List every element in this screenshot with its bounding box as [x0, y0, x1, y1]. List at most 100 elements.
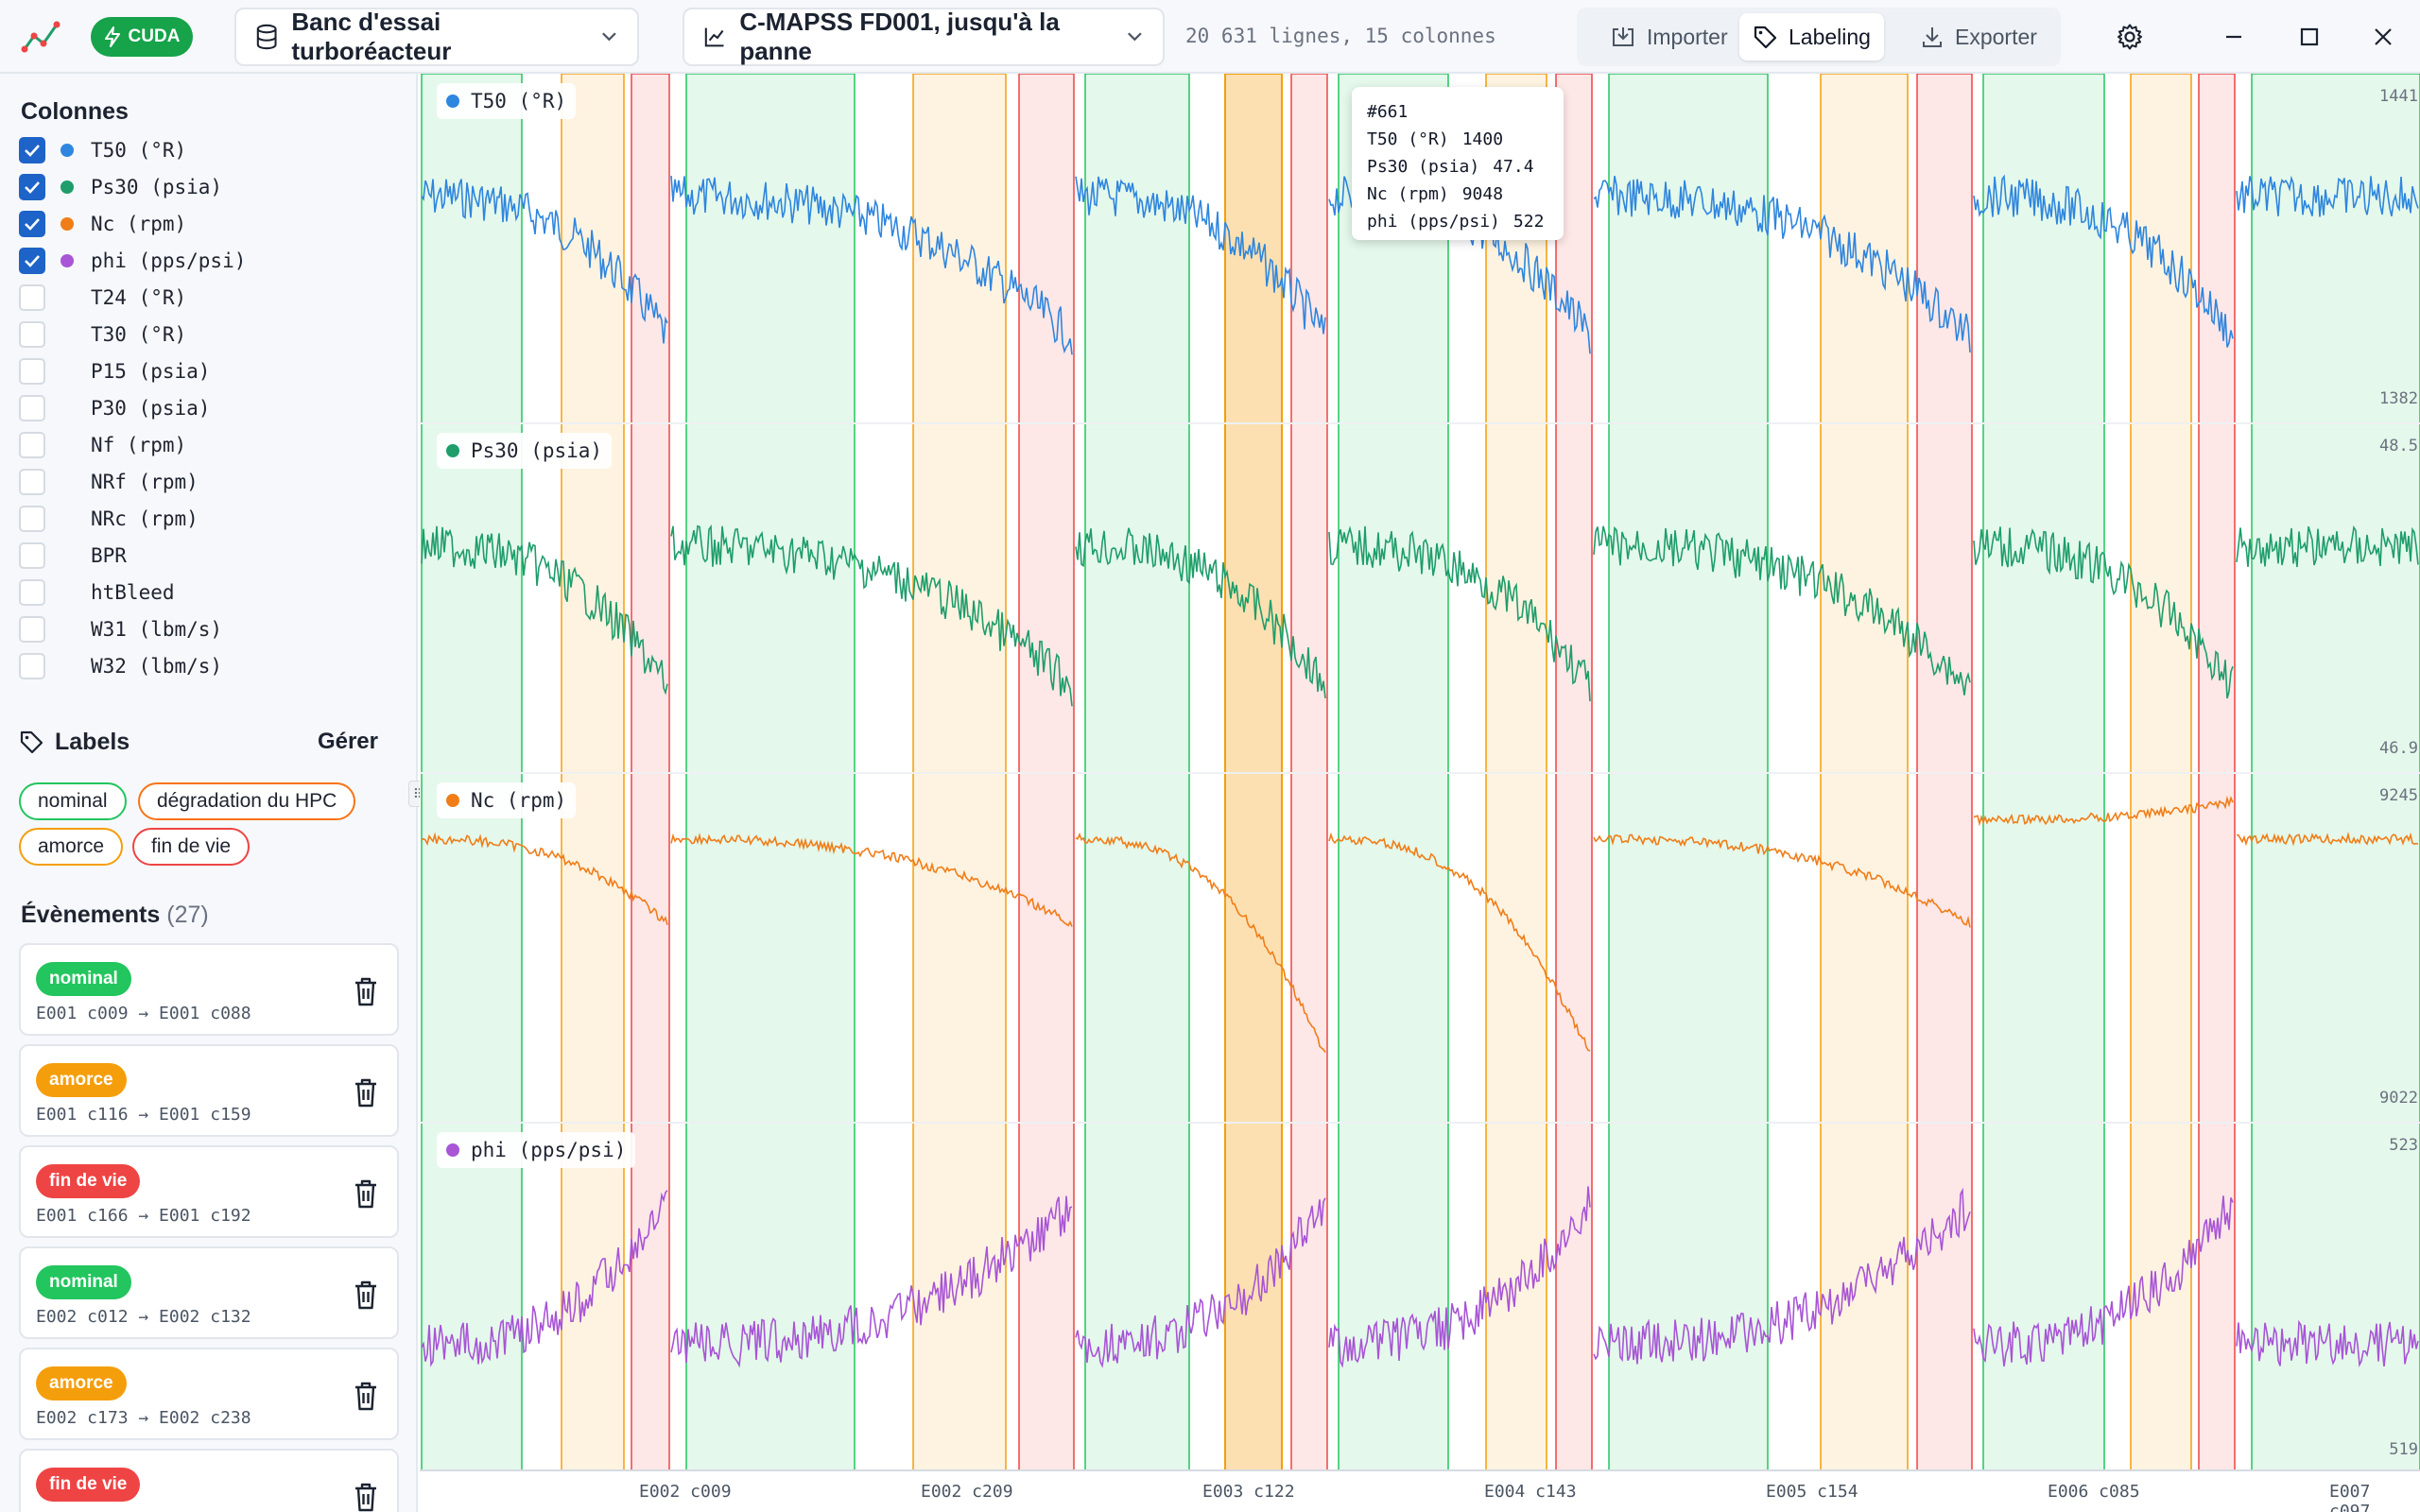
- x-tick-label: E006 c085: [2048, 1482, 2140, 1502]
- event-tag: fin de vie: [36, 1164, 141, 1198]
- column-checkbox[interactable]: [19, 284, 45, 311]
- column-label: P15 (psia): [91, 360, 211, 383]
- trash-icon[interactable]: [352, 1380, 380, 1412]
- view-name: C-MAPSS FD001, jusqu'à la panne: [739, 8, 1060, 65]
- columns-title: Colonnes: [21, 98, 129, 125]
- column-row[interactable]: BPR: [19, 540, 127, 572]
- column-row[interactable]: T50 (°R): [19, 134, 186, 166]
- series-name: Nc (rpm): [471, 789, 567, 812]
- top-bar: CUDA Banc d'essai turboréacteur C-MAPSS …: [0, 0, 2420, 74]
- y-max-label: 523: [2389, 1136, 2418, 1155]
- series-tag: T50 (°R): [437, 83, 577, 119]
- row-count-info: 20 631 lignes, 15 colonnes: [1185, 25, 1496, 47]
- chevron-down-icon: [602, 32, 616, 42]
- column-checkbox[interactable]: [19, 616, 45, 643]
- tooltip-key: phi (pps/psi): [1367, 212, 1500, 232]
- column-row[interactable]: htBleed: [19, 576, 175, 609]
- column-row[interactable]: NRc (rpm): [19, 503, 199, 535]
- x-tick-label: E004 c143: [1484, 1482, 1577, 1502]
- chart-area[interactable]: T50 (°R) 1441 1382 Ps30 (psia) 48.5 46.9 Nc (r…: [420, 74, 2420, 1512]
- event-card[interactable]: nominal E001 c009 → E001 c088: [19, 943, 399, 1036]
- label-chip[interactable]: amorce: [19, 828, 124, 866]
- column-checkbox[interactable]: [19, 211, 45, 237]
- column-checkbox[interactable]: [19, 579, 45, 606]
- column-row[interactable]: T24 (°R): [19, 282, 186, 314]
- series-color-dot: [60, 254, 74, 267]
- column-row[interactable]: phi (pps/psi): [19, 245, 246, 277]
- trash-icon[interactable]: [352, 1481, 380, 1512]
- trash-icon[interactable]: [352, 1076, 380, 1108]
- column-checkbox[interactable]: [19, 542, 45, 569]
- time-series-chart[interactable]: [420, 74, 2420, 1512]
- close-button[interactable]: [2361, 15, 2405, 59]
- series-line: [421, 795, 2419, 1053]
- tooltip-key: T50 (°R): [1367, 129, 1449, 149]
- event-card[interactable]: fin de vie E001 c166 → E001 c192: [19, 1145, 399, 1238]
- event-card[interactable]: amorce E002 c173 → E002 c238: [19, 1348, 399, 1440]
- event-card[interactable]: nominal E002 c012 → E002 c132: [19, 1246, 399, 1339]
- column-row[interactable]: W31 (lbm/s): [19, 613, 222, 645]
- import-button[interactable]: Importer: [1598, 13, 1741, 60]
- minimize-icon: [2226, 35, 2241, 39]
- y-min-label: 9022: [2379, 1089, 2418, 1108]
- column-label: Ps30 (psia): [91, 176, 223, 198]
- settings-button[interactable]: [2108, 15, 2152, 59]
- column-checkbox[interactable]: [19, 174, 45, 200]
- column-checkbox[interactable]: [19, 248, 45, 274]
- series-tag: Ps30 (psia): [437, 433, 613, 469]
- label-chip[interactable]: dégradation du HPC: [138, 782, 356, 820]
- trash-icon[interactable]: [352, 1177, 380, 1210]
- series-tag: phi (pps/psi): [437, 1132, 636, 1168]
- column-checkbox[interactable]: [19, 137, 45, 163]
- export-button[interactable]: Exporter: [1908, 13, 2050, 60]
- check-icon: [25, 218, 40, 231]
- column-checkbox[interactable]: [19, 506, 45, 532]
- column-row[interactable]: P30 (psia): [19, 392, 210, 424]
- maximize-icon: [2300, 27, 2319, 46]
- column-row[interactable]: Nc (rpm): [19, 208, 186, 240]
- event-tag: fin de vie: [36, 1468, 141, 1502]
- gear-icon: [2118, 24, 2142, 50]
- y-max-label: 1441: [2379, 87, 2418, 106]
- column-row[interactable]: Nf (rpm): [19, 429, 186, 461]
- column-checkbox[interactable]: [19, 395, 45, 421]
- labeling-button[interactable]: Labeling: [1739, 13, 1884, 60]
- column-checkbox[interactable]: [19, 358, 45, 385]
- app-logo-icon: [21, 21, 60, 53]
- event-range: E001 c116 → E001 c159: [36, 1105, 251, 1125]
- column-label: T30 (°R): [91, 323, 187, 346]
- export-label: Exporter: [1955, 24, 2037, 49]
- column-row[interactable]: P15 (psia): [19, 355, 210, 387]
- column-checkbox[interactable]: [19, 432, 45, 458]
- tooltip-value: 522: [1512, 212, 1545, 232]
- series-line: [421, 1186, 2419, 1368]
- tag-icon: [1754, 26, 1777, 49]
- maximize-button[interactable]: [2288, 15, 2331, 59]
- column-row[interactable]: T30 (°R): [19, 318, 186, 351]
- event-card[interactable]: fin de vie E002 c248 → E002 c287: [19, 1449, 399, 1512]
- dataset-dropdown[interactable]: Banc d'essai turboréacteur: [234, 8, 639, 66]
- dataset-name: Banc d'essai turboréacteur: [291, 8, 452, 65]
- column-checkbox[interactable]: [19, 653, 45, 679]
- series-color-dot: [446, 444, 459, 457]
- view-dropdown[interactable]: C-MAPSS FD001, jusqu'à la panne: [683, 8, 1165, 66]
- label-chip[interactable]: fin de vie: [132, 828, 251, 866]
- event-range: E002 c248 → E002 c287: [36, 1509, 251, 1512]
- minimize-button[interactable]: [2212, 15, 2256, 59]
- column-checkbox[interactable]: [19, 321, 45, 348]
- column-row[interactable]: NRf (rpm): [19, 466, 199, 498]
- sidebar: Colonnes T50 (°R) Ps30 (psia) Nc (rpm) phi …: [0, 74, 418, 1512]
- column-checkbox[interactable]: [19, 469, 45, 495]
- trash-icon[interactable]: [352, 975, 380, 1007]
- hover-tooltip: #661 T50 (°R) 1400 Ps30 (psia) 47.4 Nc (rpm)…: [1352, 87, 1564, 240]
- x-tick-label: E002 c009: [639, 1482, 732, 1502]
- event-card[interactable]: amorce E001 c116 → E001 c159: [19, 1044, 399, 1137]
- trash-icon[interactable]: [352, 1279, 380, 1311]
- events-count: (27): [166, 902, 209, 928]
- manage-labels-button[interactable]: Gérer: [317, 729, 378, 754]
- label-chip[interactable]: nominal: [19, 782, 127, 820]
- column-row[interactable]: Ps30 (psia): [19, 171, 222, 203]
- column-row[interactable]: W32 (lbm/s): [19, 650, 222, 682]
- event-range: E001 c166 → E001 c192: [36, 1206, 251, 1226]
- labeling-label: Labeling: [1789, 24, 1871, 49]
